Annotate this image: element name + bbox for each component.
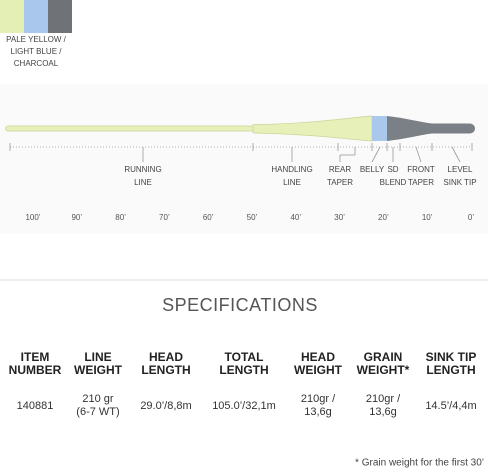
column-header: LENGTH xyxy=(141,363,190,377)
section-label: TAPER xyxy=(327,178,353,187)
distance-label: 70’ xyxy=(159,213,170,222)
distance-label: 100’ xyxy=(25,213,40,222)
cell: 210gr / xyxy=(366,393,401,405)
distance-label: 10’ xyxy=(422,213,433,222)
specifications-title: SPECIFICATIONS xyxy=(162,295,318,315)
cell: 13,6g xyxy=(369,406,397,418)
distance-label: 90’ xyxy=(71,213,82,222)
column-header: LENGTH xyxy=(426,363,475,377)
section-label: LEVEL xyxy=(448,165,473,174)
column-header: LENGTH xyxy=(219,363,268,377)
distance-label: 20’ xyxy=(378,213,389,222)
cell: 13,6g xyxy=(304,406,332,418)
section-label: LINE xyxy=(134,178,152,187)
section-label: HANDLING xyxy=(271,165,312,174)
column-header: LINE xyxy=(84,350,111,364)
section-label: REAR xyxy=(329,165,351,174)
color-label: LIGHT BLUE / xyxy=(11,47,63,56)
column-header: NUMBER xyxy=(9,363,62,377)
column-header: ITEM xyxy=(21,350,50,364)
section-label: SD xyxy=(387,165,398,174)
section-label: RUNNING xyxy=(124,165,161,174)
swatch-light-blue xyxy=(24,0,48,33)
cell: 29.0’/8,8m xyxy=(140,400,191,412)
section-label: LINE xyxy=(283,178,301,187)
distance-label: 50’ xyxy=(247,213,258,222)
distance-label: 0’ xyxy=(468,213,474,222)
fly-line xyxy=(5,115,475,142)
section-label: BLEND xyxy=(380,178,407,187)
column-header: WEIGHT xyxy=(74,363,123,377)
cell: (6-7 WT) xyxy=(76,406,119,418)
cell: 105.0’/32,1m xyxy=(212,400,276,412)
footnote: * Grain weight for the first 30’ xyxy=(355,458,484,469)
section-brackets xyxy=(9,143,473,163)
cell: 140881 xyxy=(17,400,54,412)
section-label: BELLY xyxy=(360,165,385,174)
column-header: GRAIN xyxy=(364,350,403,364)
section-label: SINK TIP xyxy=(443,178,476,187)
section-label: TAPER xyxy=(408,178,434,187)
column-header: WEIGHT xyxy=(294,363,343,377)
cell: 14.5’/4,4m xyxy=(425,400,476,412)
column-header: HEAD xyxy=(149,350,183,364)
distance-label: 60’ xyxy=(203,213,214,222)
distance-label: 40’ xyxy=(290,213,301,222)
diagram-background xyxy=(0,84,488,234)
distance-label: 30’ xyxy=(334,213,345,222)
swatch-pale-yellow xyxy=(0,0,24,33)
swatch-charcoal xyxy=(48,0,72,33)
color-label: CHARCOAL xyxy=(14,59,59,68)
column-header: WEIGHT* xyxy=(357,363,410,377)
distance-label: 80’ xyxy=(115,213,126,222)
column-header: SINK TIP xyxy=(426,350,477,364)
column-header: TOTAL xyxy=(225,350,264,364)
cell: 210 gr xyxy=(82,393,114,405)
color-label: PALE YELLOW / xyxy=(6,35,67,44)
column-header: HEAD xyxy=(301,350,335,364)
cell: 210gr / xyxy=(301,393,336,405)
section-label: FRONT xyxy=(407,165,435,174)
